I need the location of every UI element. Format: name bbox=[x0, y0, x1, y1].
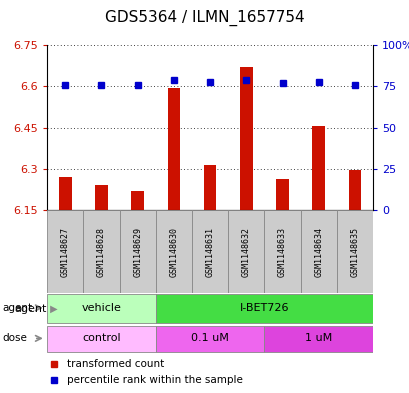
Bar bbox=[155, 294, 372, 323]
Text: GSM1148633: GSM1148633 bbox=[277, 226, 286, 277]
Text: GSM1148634: GSM1148634 bbox=[314, 226, 322, 277]
Bar bbox=[167, 88, 180, 210]
Bar bbox=[119, 210, 155, 293]
Bar bbox=[155, 326, 264, 352]
Text: GSM1148630: GSM1148630 bbox=[169, 226, 178, 277]
Text: agent: agent bbox=[14, 303, 46, 314]
Text: GSM1148629: GSM1148629 bbox=[133, 226, 142, 277]
Text: transformed count: transformed count bbox=[67, 358, 164, 369]
Text: I-BET726: I-BET726 bbox=[239, 303, 288, 313]
Text: percentile rank within the sample: percentile rank within the sample bbox=[67, 375, 242, 385]
Bar bbox=[336, 210, 372, 293]
Bar bbox=[47, 210, 83, 293]
Bar bbox=[83, 210, 119, 293]
Bar bbox=[300, 210, 336, 293]
Text: 0.1 uM: 0.1 uM bbox=[191, 333, 229, 343]
Text: GSM1148635: GSM1148635 bbox=[350, 226, 359, 277]
Text: ▶: ▶ bbox=[47, 303, 57, 314]
Text: GDS5364 / ILMN_1657754: GDS5364 / ILMN_1657754 bbox=[105, 9, 304, 26]
Bar bbox=[131, 191, 144, 210]
Text: agent: agent bbox=[2, 303, 32, 313]
Bar bbox=[59, 177, 72, 210]
Text: GSM1148631: GSM1148631 bbox=[205, 226, 214, 277]
Bar bbox=[47, 294, 155, 323]
Bar bbox=[95, 185, 108, 210]
Bar bbox=[155, 210, 191, 293]
Bar bbox=[228, 210, 264, 293]
Text: GSM1148632: GSM1148632 bbox=[241, 226, 250, 277]
Bar bbox=[203, 165, 216, 210]
Bar bbox=[264, 210, 300, 293]
Text: GSM1148627: GSM1148627 bbox=[61, 226, 70, 277]
Bar bbox=[47, 326, 155, 352]
Bar bbox=[348, 171, 360, 210]
Text: dose: dose bbox=[2, 333, 27, 343]
Text: 1 uM: 1 uM bbox=[304, 333, 332, 343]
Bar bbox=[312, 127, 324, 210]
Bar bbox=[239, 67, 252, 210]
Text: GSM1148628: GSM1148628 bbox=[97, 226, 106, 277]
Bar bbox=[191, 210, 228, 293]
Text: vehicle: vehicle bbox=[81, 303, 121, 313]
Bar bbox=[276, 179, 288, 210]
Text: control: control bbox=[82, 333, 121, 343]
Bar bbox=[264, 326, 372, 352]
